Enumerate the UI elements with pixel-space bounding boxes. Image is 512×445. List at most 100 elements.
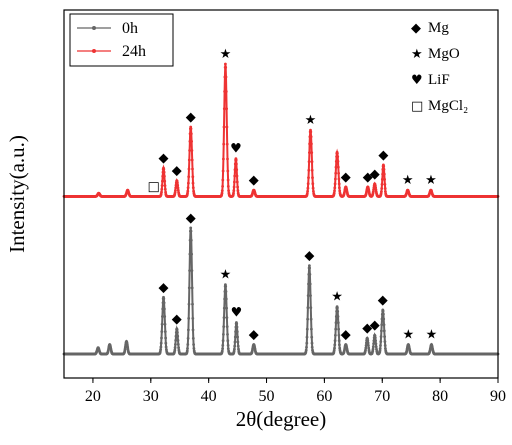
data-point xyxy=(337,333,341,337)
data-point xyxy=(191,337,195,340)
data-point xyxy=(374,186,377,189)
data-point xyxy=(224,297,228,301)
data-point xyxy=(310,335,314,339)
data-point xyxy=(384,190,387,194)
data-point xyxy=(235,330,239,334)
data-point xyxy=(308,151,311,155)
data-point xyxy=(232,191,235,195)
peak-marker-mg: ◆ xyxy=(370,167,380,182)
data-point xyxy=(309,306,313,310)
peak-marker-mgo: ★ xyxy=(220,47,232,62)
peak-marker-mg: ◆ xyxy=(362,321,372,336)
data-point xyxy=(162,170,166,174)
data-point xyxy=(233,340,237,344)
data-point xyxy=(192,189,196,193)
data-point xyxy=(334,327,338,331)
data-point xyxy=(235,325,239,329)
data-point xyxy=(236,189,240,193)
data-point xyxy=(187,181,190,185)
data-point xyxy=(224,75,228,79)
data-point xyxy=(309,130,313,134)
data-point xyxy=(310,327,313,331)
peak-marker-lif: ♥ xyxy=(230,142,242,157)
data-point xyxy=(374,339,377,342)
peak-marker-mg: ◆ xyxy=(159,280,169,295)
data-point xyxy=(222,157,225,161)
x-axis-ticks: 20 30 40 50 60 70 80 90 xyxy=(85,378,506,405)
phase-legend-label-mg: Mg xyxy=(428,20,449,36)
peak-marker-mg: ◆ xyxy=(304,249,314,264)
legend-label-0h: 0h xyxy=(122,20,138,37)
data-point xyxy=(336,321,340,325)
data-point xyxy=(367,346,371,350)
data-point xyxy=(382,168,386,171)
data-point xyxy=(310,160,314,164)
data-point xyxy=(380,329,383,333)
data-point xyxy=(191,328,195,332)
data-point xyxy=(380,178,384,181)
peak-marker-mgo: ★ xyxy=(331,290,343,305)
peak-marker-mgo: ★ xyxy=(402,173,414,188)
data-point xyxy=(306,317,309,321)
data-point xyxy=(337,177,341,181)
data-point xyxy=(235,174,239,178)
data-point xyxy=(372,188,375,192)
data-point xyxy=(304,348,308,352)
data-point xyxy=(173,348,177,352)
data-point xyxy=(232,349,236,353)
data-point xyxy=(235,322,239,326)
data-point xyxy=(306,294,310,297)
data-point xyxy=(311,186,315,190)
data-point xyxy=(224,62,227,66)
data-point xyxy=(225,306,229,310)
data-point xyxy=(332,349,336,352)
data-point xyxy=(332,191,336,195)
data-point xyxy=(307,160,311,164)
data-point xyxy=(187,286,191,290)
series-0h xyxy=(62,226,500,356)
series-traces xyxy=(62,62,500,356)
data-point xyxy=(163,179,167,183)
data-point xyxy=(224,290,228,293)
peak-marker-mgo: ★ xyxy=(425,173,437,188)
data-point xyxy=(233,174,237,178)
data-point xyxy=(220,349,224,353)
data-point xyxy=(220,191,224,195)
data-point xyxy=(191,302,194,306)
data-point xyxy=(163,322,167,326)
data-point xyxy=(225,125,229,129)
data-point xyxy=(306,186,310,190)
data-point xyxy=(192,347,196,350)
data-point xyxy=(333,339,337,343)
data-point xyxy=(189,132,193,136)
data-point xyxy=(176,183,180,187)
data-point xyxy=(236,185,240,189)
data-point xyxy=(226,344,230,347)
data-point xyxy=(186,337,190,340)
data-point xyxy=(222,142,226,146)
data-point xyxy=(191,167,194,171)
data-point xyxy=(233,347,236,351)
data-point xyxy=(383,335,386,338)
data-point xyxy=(126,343,129,347)
data-point xyxy=(163,330,167,333)
data-point xyxy=(221,339,225,343)
data-point xyxy=(373,336,377,340)
data-point xyxy=(187,317,191,320)
data-point xyxy=(305,335,309,339)
data-point xyxy=(224,285,228,288)
data-point xyxy=(221,178,225,182)
data-point xyxy=(338,343,341,347)
data-point xyxy=(305,192,309,195)
data-point xyxy=(190,149,194,152)
data-point xyxy=(233,344,237,348)
data-point xyxy=(226,178,230,182)
data-point xyxy=(232,189,236,193)
x-axis-title: 2θ(degree) xyxy=(236,407,327,431)
data-point xyxy=(366,339,370,342)
data-point xyxy=(159,341,163,345)
data-point xyxy=(189,127,193,131)
data-point xyxy=(174,189,177,192)
data-point xyxy=(308,273,312,276)
data-point xyxy=(164,336,168,340)
